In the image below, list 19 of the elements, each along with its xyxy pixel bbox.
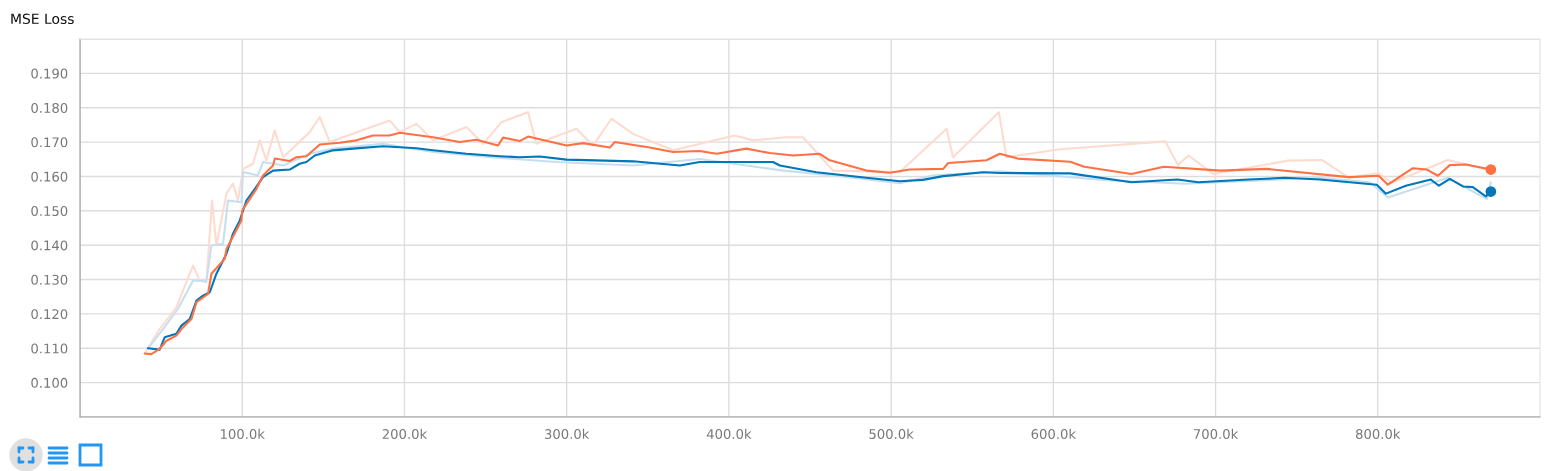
x-tick-label: 200.0k bbox=[382, 428, 428, 440]
y-tick-label: 0.120 bbox=[31, 309, 68, 320]
x-tick-label: 800.0k bbox=[1355, 428, 1401, 440]
y-tick-label: 0.110 bbox=[31, 343, 68, 354]
x-tick-label: 300.0k bbox=[544, 428, 590, 440]
x-tick-label: 600.0k bbox=[1031, 428, 1076, 440]
y-tick-label: 0.170 bbox=[31, 137, 68, 148]
y-tick-label: 0.190 bbox=[31, 68, 68, 79]
y-tick-label: 0.140 bbox=[31, 240, 68, 251]
x-tick-label: 500.0k bbox=[869, 428, 914, 440]
y-tick-label: 0.130 bbox=[31, 274, 68, 285]
y-tick-label: 0.180 bbox=[31, 102, 68, 113]
y-tick-label: 0.100 bbox=[31, 377, 68, 388]
x-tick-label: 100.0k bbox=[220, 428, 265, 440]
y-tick-label: 0.160 bbox=[31, 171, 68, 182]
x-tick-label: 400.0k bbox=[706, 428, 752, 440]
y-tick-label: 0.150 bbox=[31, 206, 68, 217]
x-tick-label: 700.0k bbox=[1193, 428, 1239, 440]
chart-title: MSE Loss bbox=[11, 13, 74, 25]
